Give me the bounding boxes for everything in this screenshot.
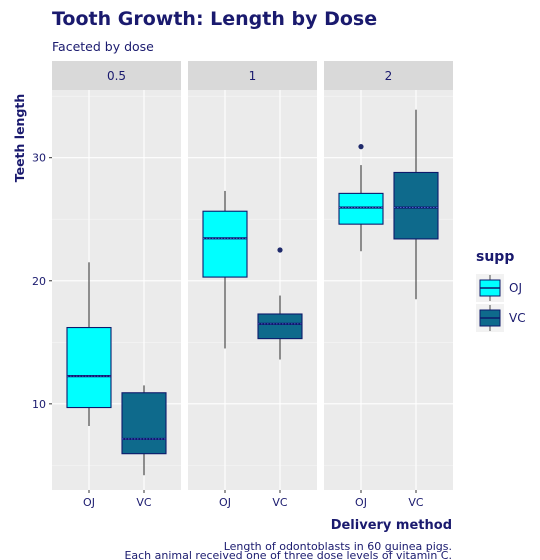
y-tick-label: 30 [32, 152, 46, 165]
legend: supp OJ VC [476, 249, 526, 332]
x-tick-label: VC [136, 496, 152, 509]
box-2-OJ [338, 144, 384, 252]
panel-background [324, 90, 453, 490]
legend-label: VC [509, 311, 526, 325]
box-body [202, 210, 248, 278]
box-0.5-OJ [66, 262, 112, 426]
chart-subtitle: Faceted by dose [52, 39, 154, 54]
x-axis-label: Delivery method [331, 518, 452, 533]
box-body [338, 192, 384, 225]
box-body [393, 171, 439, 240]
y-tick-label: 10 [32, 398, 46, 411]
x-tick-label: OJ [355, 496, 367, 509]
caption-line-1: Length of odontoblasts in 60 guinea pigs… [224, 540, 452, 553]
facet-strip-label: 1 [249, 69, 257, 83]
box-1-VC [257, 247, 303, 360]
legend-key-VC: VC [476, 304, 526, 332]
chart-title: Tooth Growth: Length by Dose [52, 8, 377, 30]
facet-panels: 10 20 30 0.5 OJ VC 1 OJ VC 2 OJ VC [32, 61, 453, 509]
facet-panel-0.5: 0.5 OJ VC [52, 61, 181, 509]
box-body [66, 326, 112, 409]
x-tick-label: OJ [83, 496, 95, 509]
outlier-point [358, 144, 364, 150]
y-axis-label: Teeth length [12, 94, 27, 183]
box-0.5-VC [121, 385, 167, 476]
outlier-point [277, 247, 283, 253]
facet-panel-2: 2 OJ VC [324, 61, 453, 509]
caption-line-2: Each animal received one of three dose l… [124, 549, 452, 560]
legend-title: supp [476, 249, 514, 265]
x-tick-label: VC [272, 496, 288, 509]
legend-key-OJ: OJ [476, 274, 522, 302]
legend-label: OJ [509, 281, 522, 295]
facet-strip-label: 2 [385, 69, 393, 83]
box-1-OJ [202, 190, 248, 349]
facet-strip [52, 61, 181, 90]
y-tick-label: 20 [32, 275, 46, 288]
panel-background [188, 90, 317, 490]
facet-panel-1: 1 OJ VC [188, 61, 317, 509]
box-2-VC [393, 109, 439, 300]
x-tick-label: OJ [219, 496, 231, 509]
box-body [121, 392, 167, 455]
facet-strip [324, 61, 453, 90]
facet-strip-label: 0.5 [107, 69, 126, 83]
facet-strip [188, 61, 317, 90]
x-tick-label: VC [408, 496, 424, 509]
box-body [257, 313, 303, 340]
